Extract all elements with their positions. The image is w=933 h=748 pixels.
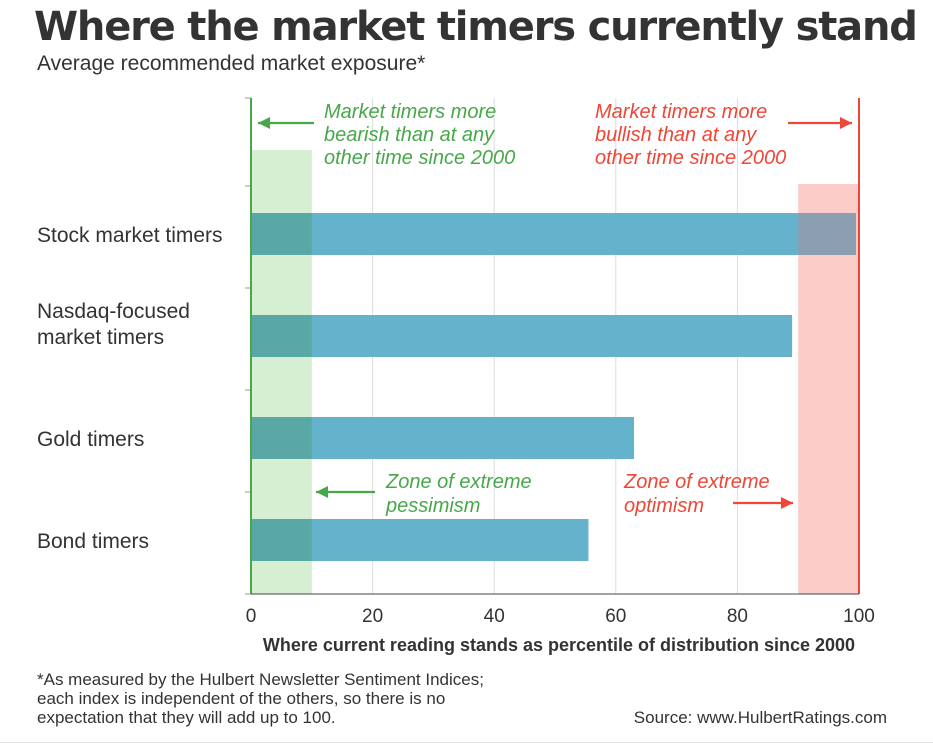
bearish-annotation-line-1: Market timers more — [324, 101, 496, 123]
x-axis-label: Where current reading stands as percenti… — [263, 635, 855, 655]
bar-1-optimism-overlap — [798, 213, 856, 255]
bearish-annotation-line-2: bearish than at any — [324, 124, 495, 146]
bullish-arrow — [788, 117, 852, 129]
category-label-1-line-1: Stock market timers — [37, 224, 223, 247]
bearish-annotation-line-3: other time since 2000 — [324, 147, 515, 169]
bar-1-pessimism-overlap — [251, 213, 312, 255]
bottom-divider — [0, 742, 933, 743]
pessimism-annotation-line-2: pessimism — [385, 495, 480, 517]
bar-2 — [251, 315, 793, 357]
chart-subtitle: Average recommended market exposure* — [37, 52, 426, 75]
optimism-arrow — [733, 497, 793, 509]
bullish-annotation-line-1: Market timers more — [595, 101, 767, 123]
bar-3-pessimism-overlap — [251, 417, 312, 459]
category-label-2-line-2: market timers — [37, 326, 164, 349]
x-tick-label-100: 100 — [843, 606, 875, 627]
source-credit: Source: www.HulbertRatings.com — [633, 708, 887, 727]
chart-title: Where the market timers currently stand — [34, 4, 918, 50]
category-label-2-line-1: Nasdaq-focused — [37, 300, 190, 323]
bearish-arrow — [258, 117, 314, 129]
x-tick-label-20: 20 — [362, 606, 383, 627]
bullish-annotation-line-3: other time since 2000 — [595, 147, 786, 169]
footnote: *As measured by the Hulbert Newsletter S… — [37, 670, 484, 727]
optimism-annotation-line-2: optimism — [624, 495, 704, 517]
bullish-arrow-head — [840, 117, 852, 129]
bearish-arrow-head — [258, 117, 270, 129]
category-label-3-line-1: Gold timers — [37, 428, 144, 451]
x-tick-label-40: 40 — [484, 606, 505, 627]
optimism-annotation-line-1: Zone of extreme — [623, 471, 770, 493]
x-tick-label-80: 80 — [727, 606, 748, 627]
optimism-arrow-head — [781, 497, 793, 509]
x-tick-label-0: 0 — [246, 606, 257, 627]
pessimism-annotation-line-1: Zone of extreme — [385, 471, 532, 493]
category-label-4-line-1: Bond timers — [37, 530, 149, 553]
bar-1 — [251, 213, 856, 255]
bar-2-pessimism-overlap — [251, 315, 312, 357]
bar-3 — [251, 417, 635, 459]
pessimism-arrow-head — [316, 486, 328, 498]
bar-4-pessimism-overlap — [251, 519, 312, 561]
bullish-annotation-line-2: bullish than at any — [595, 124, 757, 146]
pessimism-arrow — [316, 486, 375, 498]
x-tick-label-60: 60 — [605, 606, 626, 627]
sentiment-bar-chart: Stock market timers Nasdaq-focused market … — [37, 97, 875, 655]
